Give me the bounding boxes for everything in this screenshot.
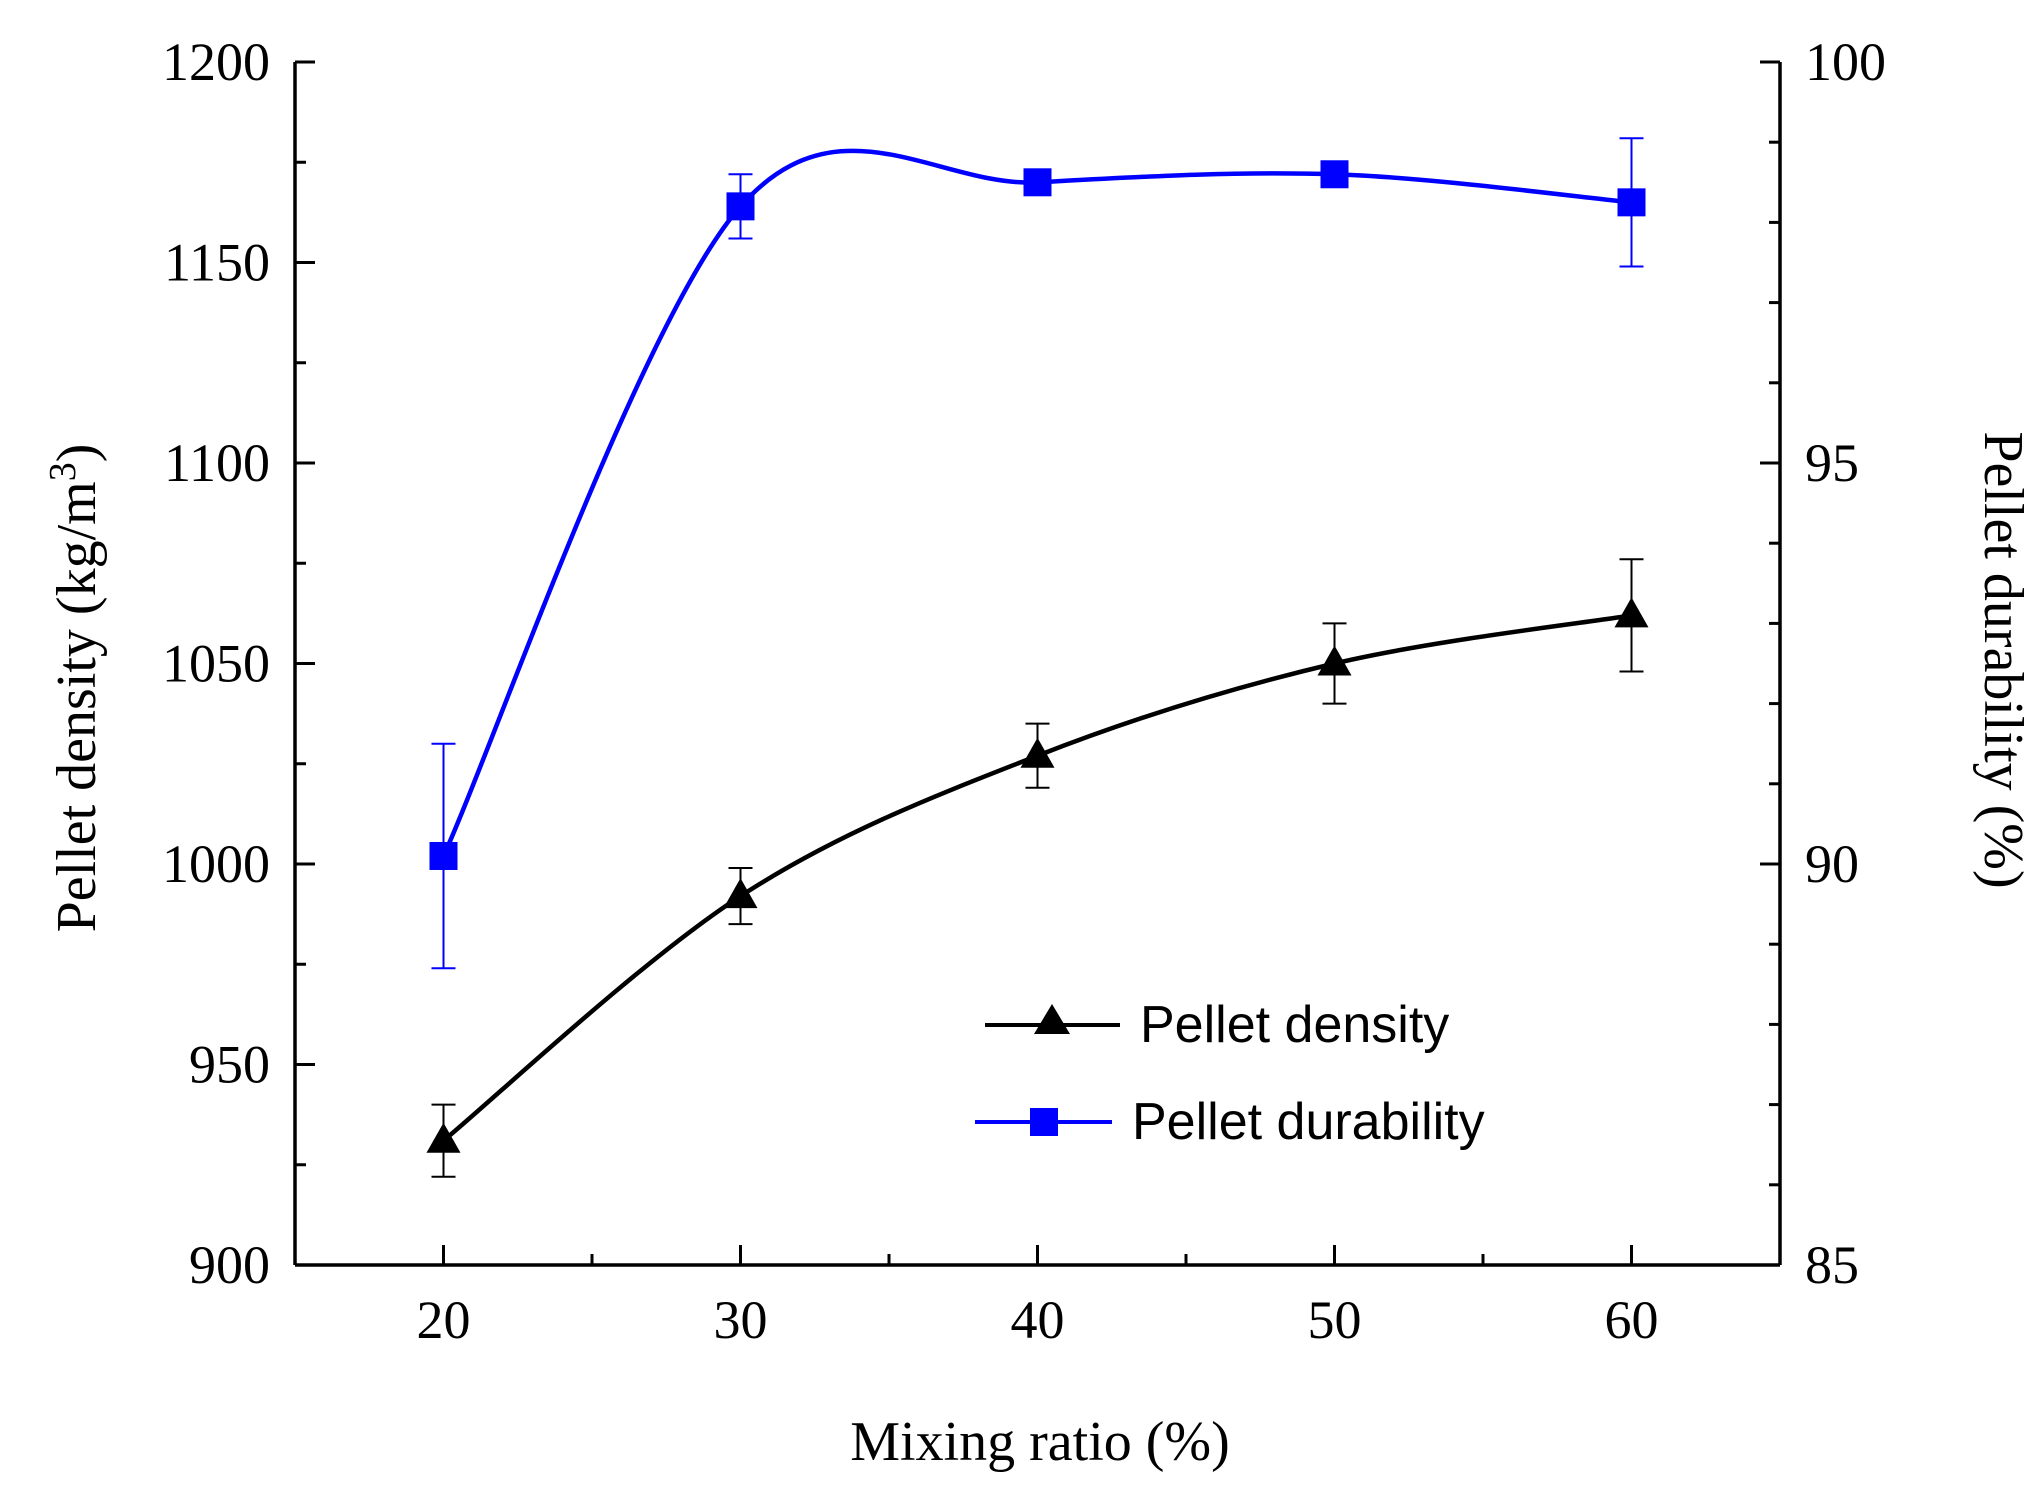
left-y-tick-label: 1100 bbox=[164, 433, 270, 493]
data-point-triangle bbox=[1317, 645, 1352, 676]
x-tick-label: 20 bbox=[417, 1290, 471, 1350]
data-point-triangle bbox=[1614, 597, 1649, 628]
legend-marker-square bbox=[1030, 1108, 1058, 1136]
right-y-tick-label: 90 bbox=[1805, 834, 1859, 894]
axes-layer: 20 30 40 50 60 900 950 1000 1050 1100 1150 1200 85 90… bbox=[162, 32, 1886, 1350]
data-point-square bbox=[1320, 160, 1349, 189]
right-y-tick-label: 100 bbox=[1805, 32, 1886, 92]
left-y-tick-label: 950 bbox=[189, 1035, 270, 1095]
left-y-axis-title-main: Pellet density (kg/m bbox=[46, 481, 108, 932]
legend-label-pellet-durability: Pellet durability bbox=[1132, 1093, 1485, 1151]
data-point-triangle bbox=[723, 878, 758, 909]
data-point-square bbox=[429, 841, 458, 870]
data-point-square bbox=[1617, 188, 1646, 217]
legend-label-pellet-density: Pellet density bbox=[1140, 996, 1449, 1054]
x-axis-title: Mixing ratio (%) bbox=[850, 1411, 1229, 1473]
series-line bbox=[442, 613, 1632, 1143]
x-tick-label: 40 bbox=[1011, 1290, 1065, 1350]
right-y-axis-title: Pellet durability (%) bbox=[1972, 431, 2024, 888]
series-line bbox=[441, 148, 1632, 857]
x-tick-label: 60 bbox=[1605, 1290, 1659, 1350]
right-y-tick-label: 95 bbox=[1805, 433, 1859, 493]
data-point-square bbox=[726, 192, 755, 221]
series-layer bbox=[426, 137, 1649, 1178]
right-y-tick-label: 85 bbox=[1805, 1235, 1859, 1295]
series-pellet-density bbox=[426, 558, 1649, 1178]
data-point-triangle bbox=[1020, 737, 1055, 768]
left-y-tick-label: 1050 bbox=[162, 634, 270, 694]
left-y-tick-label: 1200 bbox=[162, 32, 270, 92]
legend-marker-triangle bbox=[1034, 1004, 1070, 1034]
left-y-tick-label: 1150 bbox=[164, 233, 270, 293]
left-y-axis-title: Pellet density (kg/m3) bbox=[42, 444, 108, 933]
data-point-square bbox=[1023, 168, 1052, 197]
left-y-axis-title-superscript: 3 bbox=[42, 462, 84, 481]
left-y-tick-label: 1000 bbox=[162, 834, 270, 894]
legend: Pellet density Pellet durability bbox=[975, 996, 1485, 1151]
series-pellet-durability bbox=[429, 137, 1646, 970]
left-y-axis-title-close: ) bbox=[46, 444, 108, 463]
data-point-triangle bbox=[426, 1122, 461, 1153]
left-y-tick-label: 900 bbox=[189, 1235, 270, 1295]
x-tick-label: 30 bbox=[714, 1290, 768, 1350]
x-tick-label: 50 bbox=[1308, 1290, 1362, 1350]
